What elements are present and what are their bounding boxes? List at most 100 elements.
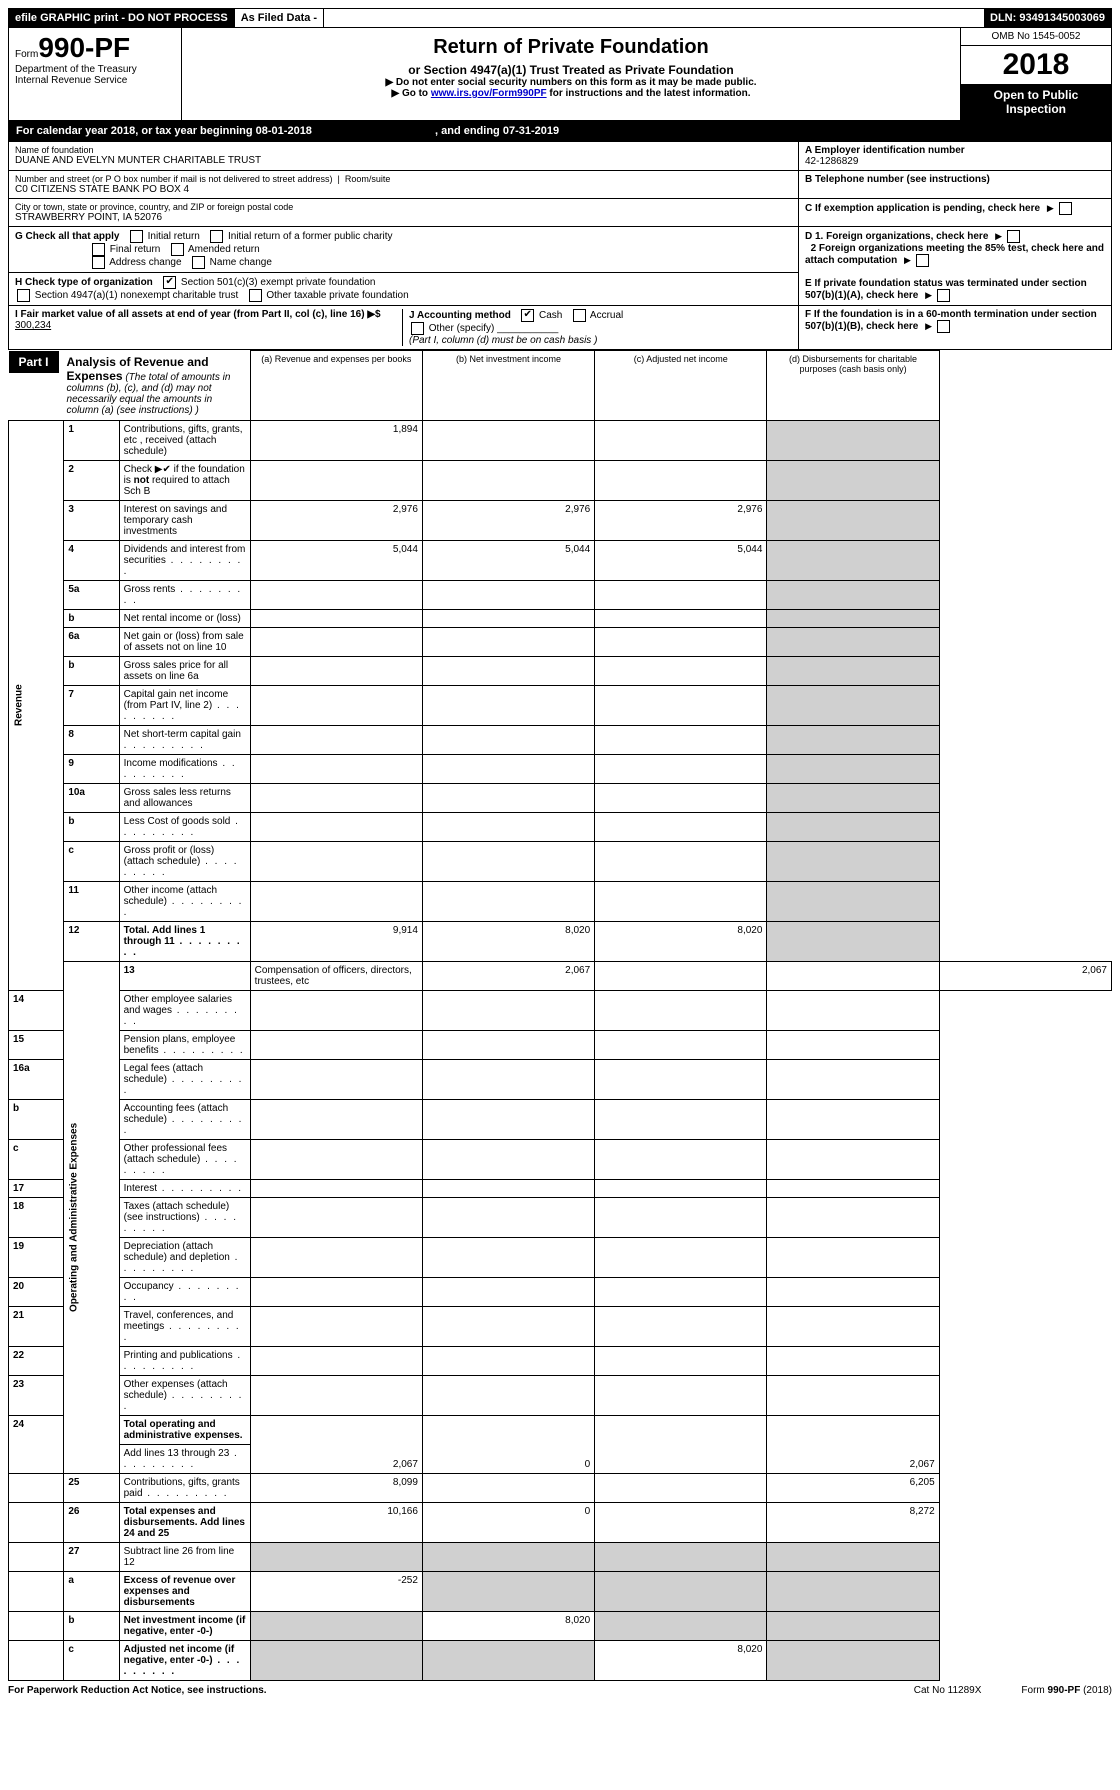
table-row: Operating and Administrative Expenses 13… <box>9 961 1112 990</box>
table-row: 9Income modifications <box>9 754 1112 783</box>
c-cell: C If exemption application is pending, c… <box>799 199 1112 227</box>
street-address: C0 CITIZENS STATE BANK PO BOX 4 <box>15 184 792 195</box>
asfiled-label: As Filed Data - <box>235 9 324 27</box>
checkbox-e[interactable] <box>937 289 950 302</box>
checkbox-address[interactable] <box>92 256 105 269</box>
checkbox-c[interactable] <box>1059 202 1072 215</box>
table-row: 5aGross rents <box>9 580 1112 609</box>
checkbox-initial-former[interactable] <box>210 230 223 243</box>
form-ref: Form 990-PF (2018) <box>1021 1685 1112 1696</box>
col-d: (d) Disbursements for charitable purpose… <box>767 351 939 421</box>
irs-label: Internal Revenue Service <box>15 75 175 86</box>
dept-label: Department of the Treasury <box>15 64 175 75</box>
table-row: 23Other expenses (attach schedule) <box>9 1375 1112 1415</box>
table-row: 22Printing and publications <box>9 1346 1112 1375</box>
ein-value: 42-1286829 <box>805 156 1105 167</box>
table-row: aExcess of revenue over expenses and dis… <box>9 1571 1112 1611</box>
checkbox-d2[interactable] <box>916 254 929 267</box>
table-row: bNet investment income (if negative, ent… <box>9 1611 1112 1640</box>
checkbox-accrual[interactable] <box>573 309 586 322</box>
table-row: 19Depreciation (attach schedule) and dep… <box>9 1237 1112 1277</box>
table-row: 27Subtract line 26 from line 12 <box>9 1542 1112 1571</box>
table-row: 2Check ▶✔ if the foundation is not requi… <box>9 460 1112 500</box>
table-row: 17Interest <box>9 1179 1112 1197</box>
header-mid: Return of Private Foundation or Section … <box>182 28 960 120</box>
table-row: bLess Cost of goods sold <box>9 812 1112 841</box>
checkbox-d1[interactable] <box>1007 230 1020 243</box>
addr-cell: Number and street (or P O box number if … <box>9 171 799 199</box>
tax-year: 2018 <box>961 46 1111 84</box>
omb-number: OMB No 1545-0052 <box>961 28 1111 46</box>
checkbox-initial[interactable] <box>130 230 143 243</box>
table-row: 7Capital gain net income (from Part IV, … <box>9 685 1112 725</box>
checkbox-501c3[interactable]: ✔ <box>163 276 176 289</box>
top-bar: efile GRAPHIC print - DO NOT PROCESS As … <box>8 8 1112 28</box>
tel-cell: B Telephone number (see instructions) <box>799 171 1112 199</box>
city-cell: City or town, state or province, country… <box>9 199 799 227</box>
info-table: Name of foundation DUANE AND EVELYN MUNT… <box>8 141 1112 350</box>
checkbox-f[interactable] <box>937 320 950 333</box>
h-cell: H Check type of organization ✔ Section 5… <box>9 273 799 306</box>
name-cell: Name of foundation DUANE AND EVELYN MUNT… <box>9 142 799 171</box>
table-row: 15Pension plans, employee benefits <box>9 1030 1112 1059</box>
g-cell: G Check all that apply Initial return In… <box>9 227 799 273</box>
table-row: 18Taxes (attach schedule) (see instructi… <box>9 1197 1112 1237</box>
dln: DLN: 93491345003069 <box>984 9 1111 27</box>
checkbox-4947[interactable] <box>17 289 30 302</box>
table-row: 4Dividends and interest from securities5… <box>9 540 1112 580</box>
table-row: 24Total operating and administrative exp… <box>9 1415 1112 1444</box>
foundation-name: DUANE AND EVELYN MUNTER CHARITABLE TRUST <box>15 155 792 166</box>
table-row: 21Travel, conferences, and meetings <box>9 1306 1112 1346</box>
checkbox-amended[interactable] <box>171 243 184 256</box>
table-row: bGross sales price for all assets on lin… <box>9 656 1112 685</box>
expenses-side: Operating and Administrative Expenses <box>64 961 119 1473</box>
checkbox-other-tax[interactable] <box>249 289 262 302</box>
col-c: (c) Adjusted net income <box>595 351 767 421</box>
checkbox-cash[interactable]: ✔ <box>521 309 534 322</box>
checkbox-final[interactable] <box>92 243 105 256</box>
part-desc: Analysis of Revenue and Expenses (The to… <box>59 351 250 420</box>
cat-no: Cat No 11289X <box>914 1685 982 1696</box>
checkbox-name[interactable] <box>192 256 205 269</box>
table-row: bNet rental income or (loss) <box>9 609 1112 627</box>
table-row: cGross profit or (loss) (attach schedule… <box>9 841 1112 881</box>
paperwork-notice: For Paperwork Reduction Act Notice, see … <box>8 1685 267 1696</box>
revenue-side: Revenue <box>9 420 64 990</box>
col-a: (a) Revenue and expenses per books <box>250 351 422 421</box>
part-label: Part I <box>9 351 59 373</box>
table-row: cAdjusted net income (if negative, enter… <box>9 1640 1112 1680</box>
table-row: 14Other employee salaries and wages <box>9 990 1112 1030</box>
table-row: 8Net short-term capital gain <box>9 725 1112 754</box>
col-b: (b) Net investment income <box>422 351 594 421</box>
table-row: 26Total expenses and disbursements. Add … <box>9 1502 1112 1542</box>
checkbox-other[interactable] <box>411 322 424 335</box>
part1-table: Part I Analysis of Revenue and Expenses … <box>8 350 1112 1681</box>
part1-header: Part I Analysis of Revenue and Expenses … <box>9 351 250 420</box>
fmv-value: 300,234 <box>15 320 51 331</box>
instr-2: ▶ Go to www.irs.gov/Form990PF for instru… <box>188 88 954 99</box>
table-row: 16aLegal fees (attach schedule) <box>9 1059 1112 1099</box>
calendar-year-row: For calendar year 2018, or tax year begi… <box>8 121 1112 141</box>
table-row: 25Contributions, gifts, grants paid8,099… <box>9 1473 1112 1502</box>
table-row: 3Interest on savings and temporary cash … <box>9 500 1112 540</box>
table-row: 10aGross sales less returns and allowanc… <box>9 783 1112 812</box>
d-e-cell: D 1. Foreign organizations, check here 2… <box>799 227 1112 306</box>
i-j-cell: I Fair market value of all assets at end… <box>9 306 799 350</box>
form-subtitle: or Section 4947(a)(1) Trust Treated as P… <box>188 63 954 77</box>
f-cell: F If the foundation is in a 60-month ter… <box>799 306 1112 350</box>
table-row: cOther professional fees (attach schedul… <box>9 1139 1112 1179</box>
table-row: 20Occupancy <box>9 1277 1112 1306</box>
open-inspection: Open to Public Inspection <box>961 84 1111 120</box>
header-right: OMB No 1545-0052 2018 Open to Public Ins… <box>960 28 1111 120</box>
checkbox-schB[interactable]: ✔ <box>162 464 170 475</box>
form-header: Form990-PF Department of the Treasury In… <box>8 28 1112 121</box>
table-row: 12Total. Add lines 1 through 119,9148,02… <box>9 921 1112 961</box>
footer: For Paperwork Reduction Act Notice, see … <box>8 1681 1112 1696</box>
form-number: Form990-PF <box>15 32 175 64</box>
table-row: bAccounting fees (attach schedule) <box>9 1099 1112 1139</box>
table-row: Revenue 1Contributions, gifts, grants, e… <box>9 420 1112 460</box>
efile-label: efile GRAPHIC print - DO NOT PROCESS <box>9 9 235 27</box>
irs-link[interactable]: www.irs.gov/Form990PF <box>431 88 547 99</box>
form-title: Return of Private Foundation <box>188 36 954 59</box>
city-state-zip: STRAWBERRY POINT, IA 52076 <box>15 212 792 223</box>
